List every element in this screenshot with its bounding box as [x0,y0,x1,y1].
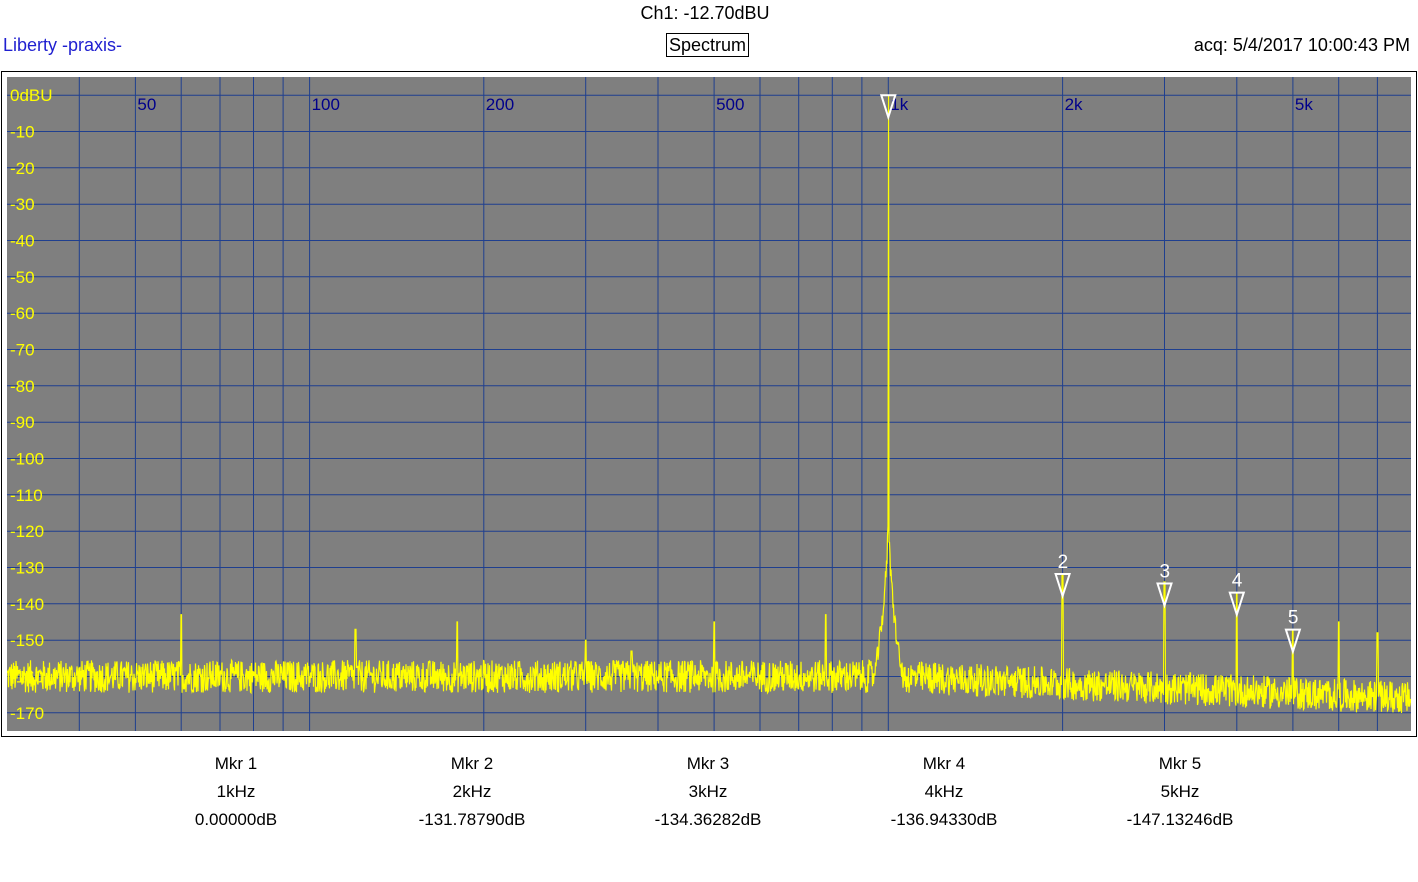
marker-value: -134.36282dB [654,810,762,829]
grid [7,77,1411,731]
x-tick-label: 200 [486,95,514,114]
marker-2-label: 2 [1058,552,1069,573]
marker-2-triangle[interactable] [1054,573,1071,600]
marker-value: -131.78790dB [418,810,526,829]
marker-frequency: 3kHz [688,782,728,801]
y-tick-label: -20 [10,159,35,178]
plot-background [7,77,1411,731]
marker-title: Mkr 3 [686,754,730,773]
marker-3-label: 3 [1160,562,1171,583]
marker-4-label: 4 [1232,571,1243,592]
spectrum-chart[interactable]: 50 100 200 500 1k 2k 5k 0dBU -10 -20 -30 -40 -50 -60… [7,77,1411,731]
marker-frequency: 5kHz [1160,782,1200,801]
marker-value: -136.94330dB [890,810,998,829]
y-tick-label: -110 [10,486,43,505]
x-tick-label: 500 [716,95,744,114]
acquisition-timestamp: acq: 5/4/2017 10:00:43 PM [1193,35,1410,55]
y-tick-label: -40 [10,232,35,251]
y-tick-label: -60 [10,304,35,323]
spectrum-trace-line [7,95,1411,714]
y-tick-label: -170 [10,704,44,723]
markers[interactable]: 2 3 4 5 [879,94,1302,655]
y-tick-label: -150 [10,631,44,650]
marker-title: Mkr 1 [214,754,258,773]
channel-readout: Ch1: -12.70dBU [640,3,770,23]
marker-readout-2: Mkr 2 2kHz -131.78790dB [372,753,572,837]
y-tick-label: -70 [10,341,35,360]
marker-value: 0.00000dB [194,810,278,829]
y-tick-label: -50 [10,268,35,287]
y-tick-label: 0dBU [10,86,53,105]
spectrum-trace [7,95,1411,714]
brand-label: Liberty -praxis- [3,35,123,55]
x-tick-label: 5k [1295,95,1313,114]
y-tick-label: -90 [10,413,35,432]
marker-frequency: 2kHz [452,782,492,801]
y-tick-label: -120 [10,522,44,541]
marker-frequency: 1kHz [216,782,256,801]
y-tick-label: -140 [10,595,44,614]
marker-5-triangle[interactable] [1284,628,1302,655]
marker-title: Mkr 2 [450,754,494,773]
y-tick-label: -100 [10,450,44,469]
frequency-axis-labels: 50 100 200 500 1k 2k 5k [137,95,1313,114]
marker-5-label: 5 [1288,608,1299,629]
marker-1-triangle[interactable] [879,94,897,121]
marker-readout-5: Mkr 5 5kHz -147.13246dB [1080,753,1280,837]
marker-title: Mkr 4 [922,754,966,773]
marker-frequency: 4kHz [924,782,964,801]
y-tick-label: -10 [10,123,35,142]
y-tick-label: -130 [10,559,44,578]
x-tick-label: 2k [1065,95,1083,114]
x-tick-label: 1k [890,95,908,114]
x-tick-label: 50 [137,95,156,114]
y-tick-label: -30 [10,195,35,214]
marker-readout-3: Mkr 3 3kHz -134.36282dB [608,753,808,837]
marker-title: Mkr 5 [1158,754,1202,773]
spectrum-plot-frame: 50 100 200 500 1k 2k 5k 0dBU -10 -20 -30 -40 -50 -60… [1,71,1417,737]
marker-readout-1: Mkr 1 1kHz 0.00000dB [136,753,336,837]
level-axis-labels: 0dBU -10 -20 -30 -40 -50 -60 -70 -80 -90 -100 -110 -… [10,86,53,723]
marker-3-triangle[interactable] [1156,582,1173,609]
marker-value: -147.13246dB [1126,810,1234,829]
y-tick-label: -80 [10,377,35,396]
x-tick-label: 100 [312,95,340,114]
view-title-button[interactable]: Spectrum [666,33,750,57]
marker-4-triangle[interactable] [1228,591,1246,618]
marker-readout-4: Mkr 4 4kHz -136.94330dB [844,753,1044,837]
